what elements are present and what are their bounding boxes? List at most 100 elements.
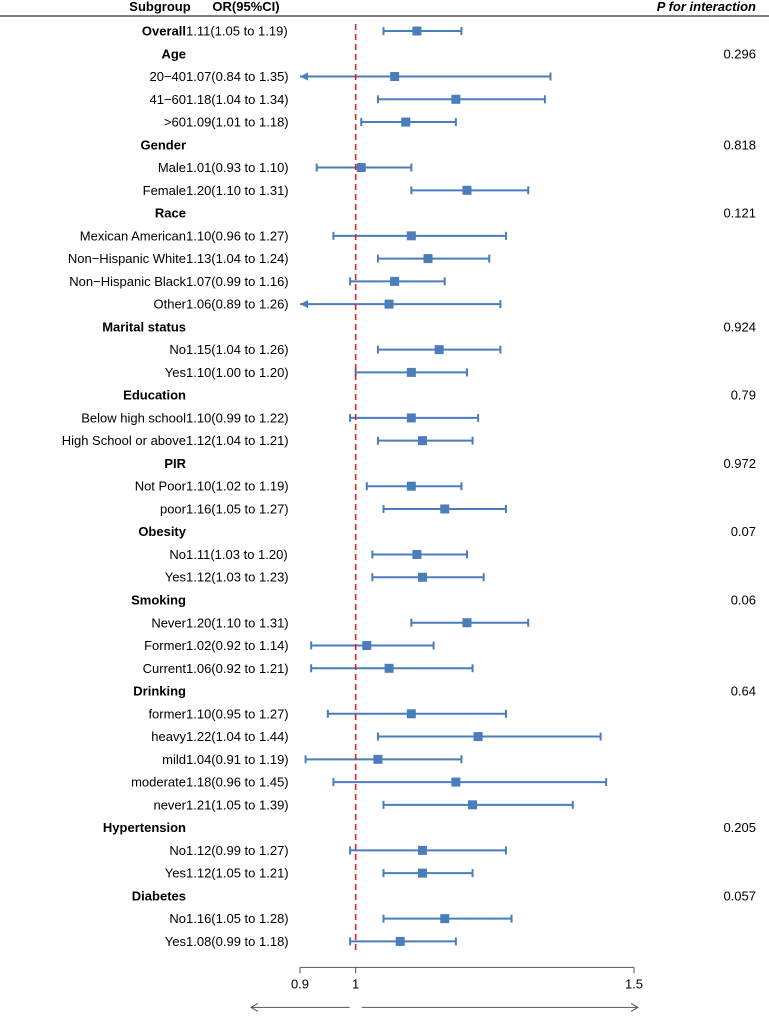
or-ci-text: 1.04(0.91 to 1.19) <box>186 752 289 767</box>
or-point <box>434 345 444 355</box>
or-ci-text: 1.16(1.05 to 1.28) <box>186 911 289 926</box>
subgroup-row: former 1.10(0.95 to 1.27) <box>148 706 507 721</box>
p-interaction-value: 0.057 <box>723 888 756 903</box>
group-header-row: Education 0.79 <box>123 388 756 403</box>
or-ci-text: 1.12(1.05 to 1.21) <box>186 866 289 881</box>
subgroup-row: never 1.21(1.05 to 1.39) <box>153 797 574 812</box>
or-ci-text: 1.02(0.92 to 1.14) <box>186 638 289 653</box>
or-point <box>406 709 416 719</box>
or-point <box>473 732 483 742</box>
or-point <box>417 845 427 855</box>
subgroup-row: mild 1.04(0.91 to 1.19) <box>162 752 463 767</box>
subgroup-row: Not Poor 1.10(1.02 to 1.19) <box>135 479 463 494</box>
or-point <box>440 504 450 514</box>
subgroup-row: Current 1.06(0.92 to 1.21) <box>143 661 474 676</box>
or-ci-text: 1.09(1.01 to 1.18) <box>186 115 289 130</box>
subgroup-row: 20−40 1.07(0.84 to 1.35) <box>149 69 552 84</box>
row-label: Yes <box>165 365 187 380</box>
or-ci-text: 1.12(0.99 to 1.27) <box>186 843 289 858</box>
or-ci-text: 1.22(1.04 to 1.44) <box>186 729 289 744</box>
subgroup-row: Non−Hispanic Black 1.07(0.99 to 1.16) <box>69 274 446 289</box>
row-label: Hypertension <box>103 820 186 835</box>
row-label: >60 <box>164 115 186 130</box>
header-or: OR(95%CI) <box>212 0 279 14</box>
group-header-row: Marital status 0.924 <box>102 319 756 334</box>
or-ci-text: 1.10(1.02 to 1.19) <box>186 479 289 494</box>
row-label: 41−60 <box>149 92 186 107</box>
row-label: Male <box>158 160 186 175</box>
row-label: No <box>169 547 186 562</box>
or-point <box>451 94 461 104</box>
or-point <box>462 618 472 628</box>
p-interaction-value: 0.79 <box>731 388 756 403</box>
x-axis: 0.9 1 1.5 protective factor risk factor <box>249 966 643 1016</box>
row-label: never <box>153 797 186 812</box>
group-header-row: Age 0.296 <box>161 46 756 61</box>
or-point <box>417 572 427 582</box>
row-label: Overall <box>142 24 186 39</box>
row-label: Non−Hispanic White <box>68 251 186 266</box>
p-interaction-value: 0.121 <box>723 206 756 221</box>
or-point <box>462 185 472 195</box>
subgroup-row: No 1.11(1.03 to 1.20) <box>169 547 468 562</box>
row-label: Gender <box>140 137 186 152</box>
or-ci-text: 1.16(1.05 to 1.27) <box>186 501 289 516</box>
row-label: Age <box>161 46 186 61</box>
row-label: No <box>169 911 186 926</box>
subgroup-row: Non−Hispanic White 1.13(1.04 to 1.24) <box>68 251 491 266</box>
or-ci-text: 1.12(1.04 to 1.21) <box>186 433 289 448</box>
or-ci-text: 1.11(1.03 to 1.20) <box>186 547 288 562</box>
subgroup-row: Mexican American 1.10(0.96 to 1.27) <box>80 228 507 243</box>
row-label: Race <box>155 206 186 221</box>
or-ci-text: 1.07(0.99 to 1.16) <box>186 274 289 289</box>
group-header-row: PIR 0.972 <box>164 456 756 471</box>
group-header-row: Race 0.121 <box>155 206 756 221</box>
header-subgroup: Subgroup <box>129 0 190 14</box>
row-label: No <box>169 342 186 357</box>
row-label: PIR <box>164 456 186 471</box>
row-label: No <box>169 843 186 858</box>
x-tick-label: 1 <box>352 976 359 991</box>
subgroup-row: 41−60 1.18(1.04 to 1.34) <box>149 92 546 107</box>
protective-arrow-head <box>249 1002 259 1012</box>
x-tick-label: 1.5 <box>625 976 643 991</box>
or-point <box>412 26 422 36</box>
or-ci-text: 1.01(0.93 to 1.10) <box>186 160 289 175</box>
subgroup-row: Overall 1.11(1.05 to 1.19) <box>142 24 463 39</box>
or-ci-text: 1.21(1.05 to 1.39) <box>186 797 289 812</box>
or-ci-text: 1.18(0.96 to 1.45) <box>186 775 289 790</box>
risk-arrow-head <box>630 1002 640 1012</box>
or-point <box>390 72 400 82</box>
subgroup-row: No 1.12(0.99 to 1.27) <box>169 843 507 858</box>
row-label: Mexican American <box>80 228 186 243</box>
or-ci-text: 1.07(0.84 to 1.35) <box>186 69 289 84</box>
p-interaction-value: 0.924 <box>723 319 756 334</box>
row-label: heavy <box>151 729 186 744</box>
row-label: Yes <box>165 934 187 949</box>
or-point <box>406 367 416 377</box>
subgroup-row: Yes 1.12(1.05 to 1.21) <box>165 866 474 881</box>
or-point <box>412 549 422 559</box>
or-ci-text: 1.10(0.99 to 1.22) <box>186 410 289 425</box>
or-point <box>406 481 416 491</box>
or-ci-text: 1.06(0.92 to 1.21) <box>186 661 289 676</box>
row-label: Below high school <box>81 410 186 425</box>
row-label: Non−Hispanic Black <box>69 274 186 289</box>
subgroup-row: Former 1.02(0.92 to 1.14) <box>144 638 435 653</box>
or-ci-text: 1.13(1.04 to 1.24) <box>186 251 289 266</box>
row-label: Diabetes <box>132 888 186 903</box>
row-label: Smoking <box>131 593 186 608</box>
row-label: Yes <box>165 866 187 881</box>
or-point <box>373 754 383 764</box>
group-header-row: Obesity 0.07 <box>138 524 756 539</box>
or-point <box>401 117 411 127</box>
subgroup-row: High School or above 1.12(1.04 to 1.21) <box>62 433 474 448</box>
row-label: moderate <box>131 775 186 790</box>
p-interaction-value: 0.296 <box>723 46 756 61</box>
or-point <box>362 641 372 651</box>
p-interaction-value: 0.06 <box>731 593 756 608</box>
or-point <box>384 663 394 673</box>
p-interaction-value: 0.972 <box>723 456 756 471</box>
subgroup-row: poor 1.16(1.05 to 1.27) <box>160 501 507 516</box>
